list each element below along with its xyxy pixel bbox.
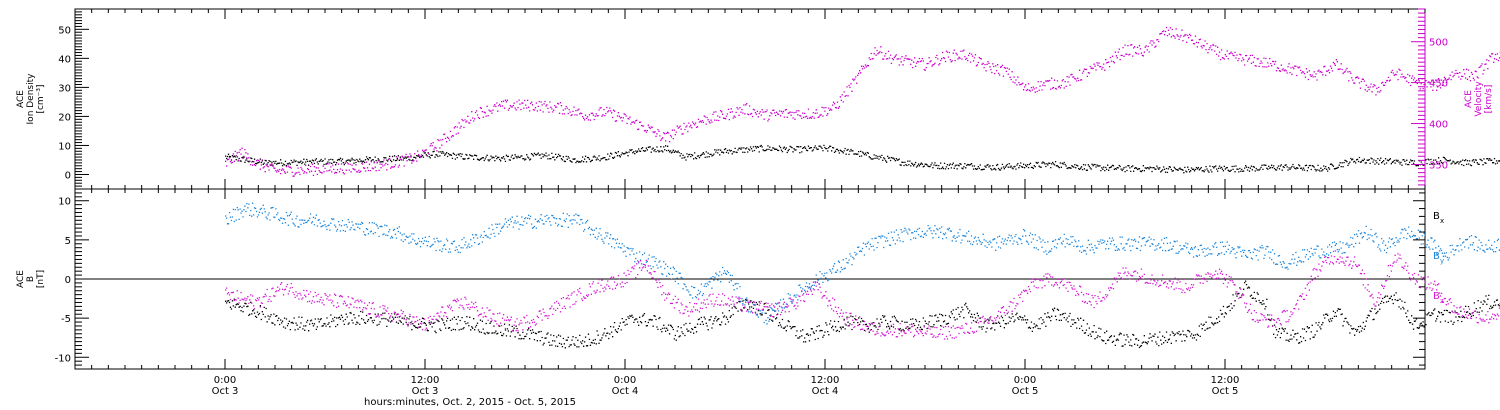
b-axis-tick-label: 5 xyxy=(65,236,71,247)
b-axis-tick-label: 10 xyxy=(58,197,71,208)
density-axis-title-line: [cm⁻³] xyxy=(36,84,46,113)
b-axis-title: ACE B [nT] xyxy=(16,270,46,288)
time-tick-label: 0:00 xyxy=(1014,375,1036,386)
by-series xyxy=(225,202,1500,325)
b-axis-title-line: ACE xyxy=(16,270,26,288)
b-axis-tick-label: 0 xyxy=(65,275,71,286)
bz-series xyxy=(225,250,1500,340)
time-axis-title: hours:minutes, Oct. 2, 2015 - Oct. 5, 20… xyxy=(364,397,576,408)
density-axis-tick-label: 0 xyxy=(65,170,71,181)
time-tick-label: 12:00 xyxy=(411,375,440,386)
b-axis-title-line: B xyxy=(26,276,36,282)
legend-label: B xyxy=(1433,291,1440,302)
b-axis-tick-label: -10 xyxy=(55,353,71,364)
density-axis-title-line: ACE xyxy=(16,90,26,108)
time-tick-date: Oct 5 xyxy=(1012,386,1039,397)
time-tick-label: 0:00 xyxy=(614,375,636,386)
density-axis-tick-label: 20 xyxy=(58,112,71,123)
b-axis-tick-label: -5 xyxy=(61,314,71,325)
velocity-axis-title: ACE Velocity [km/s] xyxy=(1464,81,1494,117)
time-tick-date: Oct 3 xyxy=(212,386,239,397)
legend-subscript: z xyxy=(1440,297,1444,305)
density-axis-tick-label: 40 xyxy=(58,54,71,65)
ion-density-series xyxy=(225,144,1500,174)
legend-label: B xyxy=(1433,211,1440,222)
time-tick-label: 12:00 xyxy=(1211,375,1240,386)
b-axis-title-line: [nT] xyxy=(36,270,46,288)
time-tick-date: Oct 4 xyxy=(612,386,639,397)
velocity-axis-title-line: [km/s] xyxy=(1484,85,1494,114)
velocity-axis-tick-label: 450 xyxy=(1429,79,1448,90)
time-tick-date: Oct 3 xyxy=(412,386,439,397)
velocity-axis-tick-label: 400 xyxy=(1429,120,1448,131)
velocity-axis-tick-label: 350 xyxy=(1429,160,1448,171)
top-panel-frame xyxy=(74,8,1426,190)
time-tick-label: 0:00 xyxy=(214,375,236,386)
density-axis-tick-label: 50 xyxy=(58,25,71,36)
density-axis-tick-label: 10 xyxy=(58,141,71,152)
time-tick-label: 12:00 xyxy=(811,375,840,386)
time-tick-date: Oct 5 xyxy=(1212,386,1239,397)
density-axis-title-line: Ion Density xyxy=(26,73,36,125)
velocity-axis-title-line: ACE xyxy=(1464,90,1474,108)
velocity-axis-tick-label: 500 xyxy=(1429,38,1448,49)
legend-subscript: y xyxy=(1440,257,1444,265)
velocity-axis-title-line: Velocity xyxy=(1474,81,1484,117)
time-tick-date: Oct 4 xyxy=(812,386,839,397)
velocity-series xyxy=(225,26,1500,177)
density-axis-title: ACE Ion Density [cm⁻³] xyxy=(16,73,46,125)
legend-subscript: x xyxy=(1440,217,1444,225)
bx-series xyxy=(225,280,1500,349)
legend-label: B xyxy=(1433,251,1440,262)
density-axis-tick-label: 30 xyxy=(58,83,71,94)
